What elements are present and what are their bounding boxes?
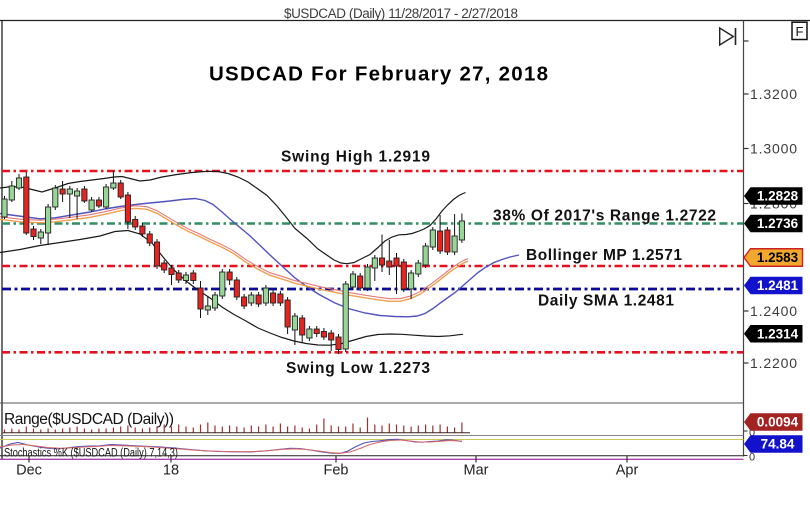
svg-text:Feb: Feb [324,463,349,479]
svg-text:USDCAD For February 27, 2018: USDCAD For February 27, 2018 [209,63,548,86]
svg-text:1.3200: 1.3200 [750,86,797,102]
svg-text:1.2828: 1.2828 [757,189,799,204]
svg-text:1.2200: 1.2200 [750,355,797,371]
svg-text:1.2314: 1.2314 [757,326,799,341]
svg-text:Bollinger MP 1.2571: Bollinger MP 1.2571 [526,247,682,264]
svg-text:Dec: Dec [16,463,42,479]
svg-text:Apr: Apr [616,463,639,479]
svg-text:Swing High 1.2919: Swing High 1.2919 [281,149,430,166]
svg-text:1.2583: 1.2583 [757,250,799,265]
svg-text:1.2736: 1.2736 [757,216,799,231]
svg-text:1.2481: 1.2481 [757,278,799,293]
svg-text:Stochastics %K ($USDCAD (Daily: Stochastics %K ($USDCAD (Daily) 7,14,3) [4,448,178,460]
svg-text:Daily SMA 1.2481: Daily SMA 1.2481 [538,293,674,310]
svg-text:$USDCAD (Daily) 11/28/2017 -: $USDCAD (Daily) 11/28/2017 - 2/27/2018 [284,6,518,21]
svg-text:Swing Low 1.2273: Swing Low 1.2273 [286,360,430,377]
svg-text:0: 0 [749,427,755,439]
svg-text:Mar: Mar [464,463,489,479]
svg-text:0.0094: 0.0094 [757,415,799,430]
svg-text:1.2400: 1.2400 [750,303,797,319]
svg-text:1.3000: 1.3000 [750,140,797,156]
svg-text:0: 0 [749,452,755,464]
svg-text:18: 18 [163,463,179,479]
svg-text:Range($USDCAD (Daily)): Range($USDCAD (Daily)) [4,411,174,428]
svg-text:F: F [796,24,804,39]
svg-text:74.84: 74.84 [761,437,795,452]
svg-text:38% Of 2017's Range 1.2722: 38% Of 2017's Range 1.2722 [493,208,716,225]
